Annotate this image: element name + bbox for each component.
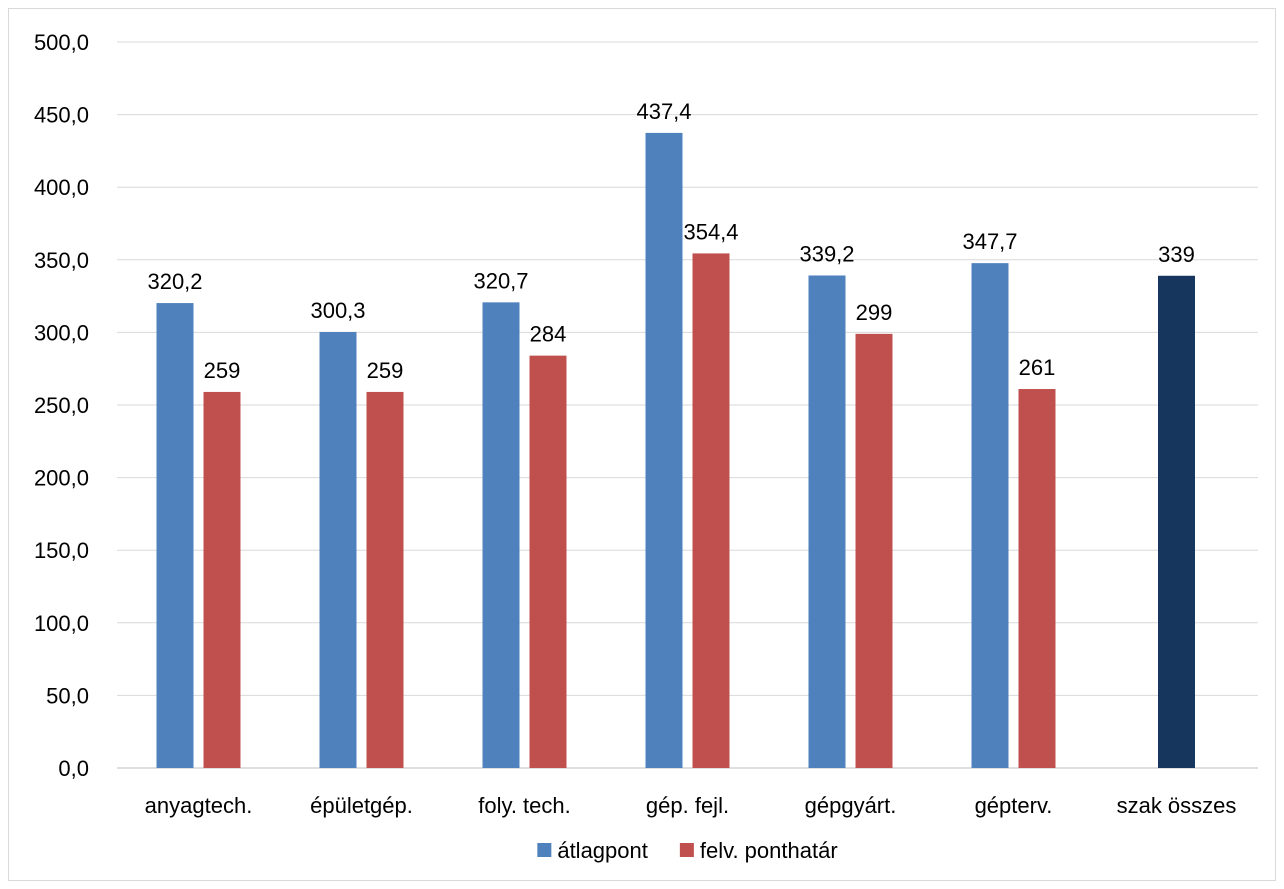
x-axis-tick-labels: anyagtech. épületgép. foly. tech. gép. fejl…	[145, 793, 1237, 818]
legend-entry: átlagpont	[557, 838, 648, 863]
bar-series2	[203, 391, 241, 768]
bar-series1	[156, 303, 194, 768]
bar-series2	[692, 253, 730, 768]
y-tick-label: 200,0	[34, 466, 89, 491]
y-tick-label: 450,0	[34, 103, 89, 128]
data-label-series1: 437,4	[636, 99, 691, 124]
data-label-series2: 261	[1019, 355, 1056, 380]
bar-series2	[366, 391, 404, 768]
bar-total	[1158, 275, 1195, 768]
x-tick-label: épületgép.	[310, 793, 413, 818]
data-label-series1: 347,7	[962, 229, 1017, 254]
bar-series1	[319, 331, 357, 768]
y-tick-label: 50,0	[46, 683, 89, 708]
data-label-series2: 284	[530, 322, 567, 347]
data-label-series2: 354,4	[683, 219, 738, 244]
x-tick-label: anyagtech.	[145, 793, 253, 818]
y-tick-label: 350,0	[34, 248, 89, 273]
y-tick-label: 500,0	[34, 30, 89, 55]
x-tick-label: gépterv.	[975, 793, 1053, 818]
x-tick-label: gép. fejl.	[646, 793, 729, 818]
legend-entry: felv. ponthatár	[700, 838, 838, 863]
x-tick-label: foly. tech.	[478, 793, 571, 818]
data-label-series1: 339,2	[799, 241, 854, 266]
y-tick-label: 150,0	[34, 538, 89, 563]
x-tick-label: szak összes	[1117, 793, 1237, 818]
y-tick-label: 0,0	[58, 756, 89, 781]
bar-series2	[855, 333, 893, 768]
legend: átlagpont felv. ponthatár	[537, 838, 838, 863]
data-label-series2: 299	[856, 300, 893, 325]
y-tick-label: 300,0	[34, 320, 89, 345]
bar-series2	[529, 355, 567, 768]
data-label-series2: 259	[367, 358, 404, 383]
x-tick-label: gépgyárt.	[805, 793, 897, 818]
y-tick-label: 100,0	[34, 611, 89, 636]
data-label-series1: 320,7	[473, 268, 528, 293]
data-label-series1: 320,2	[147, 269, 202, 294]
y-axis-tick-labels: 0,0 50,0 100,0 150,0 200,0 250,0 300,0 350,0 400…	[34, 30, 89, 781]
legend-swatch	[537, 843, 552, 857]
y-tick-label: 250,0	[34, 393, 89, 418]
bar-series1	[482, 302, 520, 768]
bar-series1	[808, 275, 846, 768]
data-label-total: 339	[1158, 242, 1195, 267]
bars	[156, 132, 1195, 768]
legend-swatch	[679, 843, 694, 857]
bar-series1	[645, 132, 683, 768]
bar-series1	[971, 263, 1009, 768]
bar-series2	[1018, 389, 1056, 768]
y-tick-label: 400,0	[34, 175, 89, 200]
gridlines	[117, 41, 1258, 769]
data-label-series1: 300,3	[310, 298, 365, 323]
data-label-series2: 259	[204, 358, 241, 383]
data-labels: 320,2 259 300,3 259 320,7 284 437,4 354,4 339,2 2…	[147, 99, 1194, 383]
